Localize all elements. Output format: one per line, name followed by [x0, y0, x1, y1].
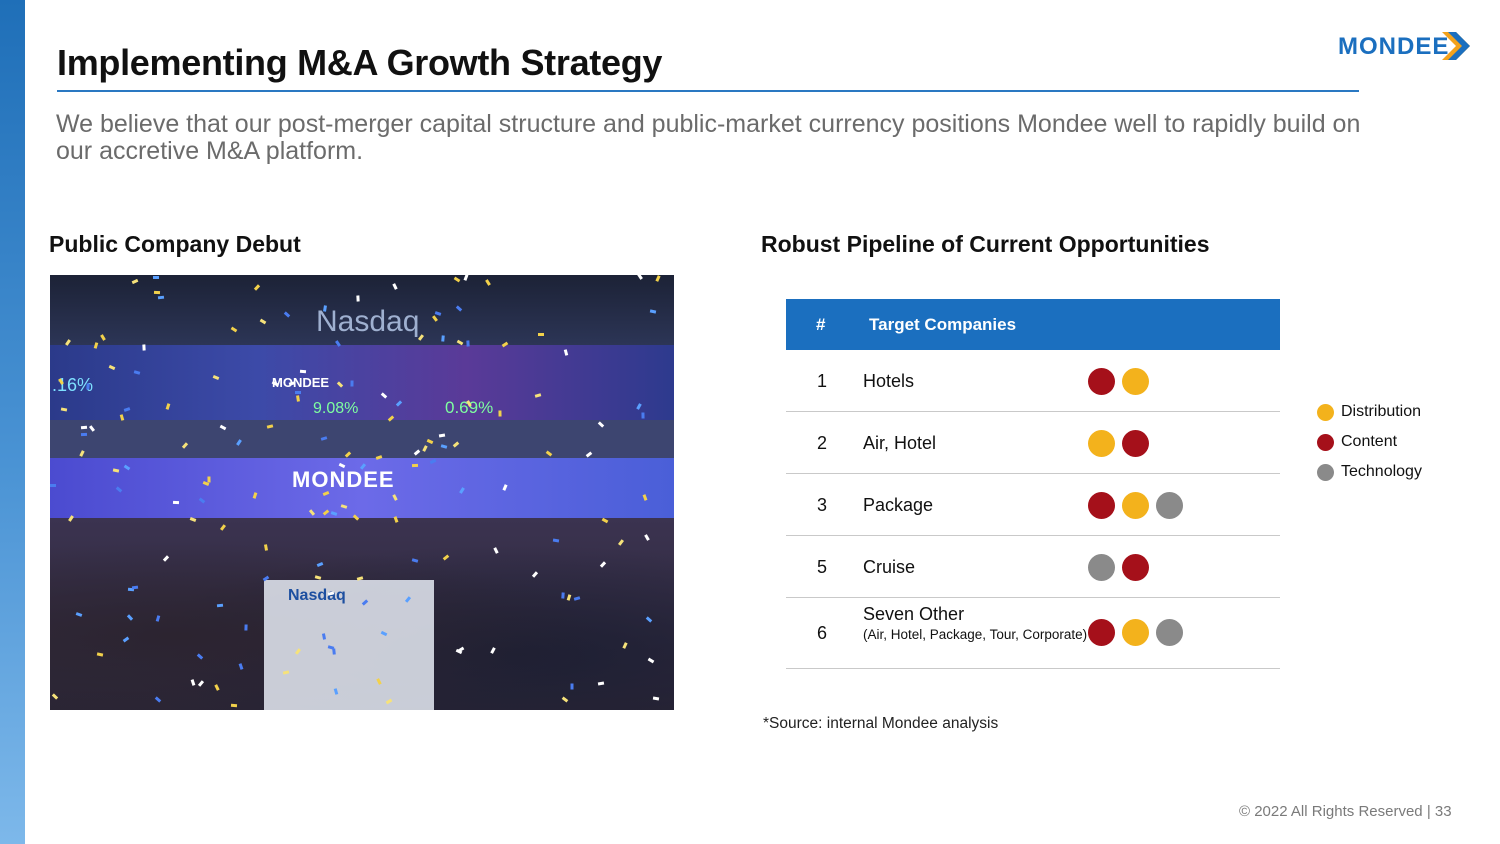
legend-label: Technology — [1341, 463, 1422, 480]
row-number: 1 — [817, 371, 828, 391]
table-row: 3 Package — [786, 474, 1280, 536]
header-target-companies: Target Companies — [869, 315, 1017, 334]
mondee-logo: MONDEE — [1338, 30, 1472, 64]
content-dot — [1088, 619, 1115, 646]
row-target-label: Hotels — [863, 371, 915, 391]
page-title: Implementing M&A Growth Strategy — [57, 42, 663, 83]
row-target-detail: (Air, Hotel, Package, Tour, Corporate) — [863, 627, 1088, 642]
source-note: *Source: internal Mondee analysis — [763, 715, 999, 732]
row-number: 3 — [817, 495, 828, 515]
row-target-name: Package — [863, 495, 933, 516]
table-row: 2 Air, Hotel — [786, 412, 1280, 474]
row-category-dots — [1088, 554, 1149, 581]
technology-dot — [1156, 492, 1183, 519]
row-category-dots — [1088, 430, 1149, 457]
legend-item-technology: Technology — [1317, 457, 1422, 487]
row-target-name: Seven Other (Air, Hotel, Package, Tour, C… — [863, 604, 1087, 643]
technology-dot — [1088, 554, 1115, 581]
row-target-label: Package — [863, 495, 934, 515]
legend-item-distribution: Distribution — [1317, 397, 1422, 427]
content-swatch — [1317, 433, 1334, 451]
row-number: 2 — [817, 433, 828, 453]
content-dot — [1122, 430, 1149, 457]
row-target-label: Seven Other — [863, 604, 965, 624]
footer: © 2022 All Rights Reserved | 33 — [1239, 803, 1452, 820]
legend-item-content: Content — [1317, 427, 1422, 457]
title-divider — [57, 90, 1359, 92]
row-target-name: Hotels — [863, 371, 914, 392]
photo-mondee-sign: MONDEE — [292, 467, 395, 492]
row-category-dots — [1088, 619, 1183, 646]
distribution-swatch — [1317, 403, 1334, 421]
public-debut-heading: Public Company Debut — [49, 231, 301, 257]
row-target-label: Cruise — [863, 557, 916, 577]
photo-nasdaq-sign: Nasdaq — [316, 305, 420, 338]
table-row: 1 Hotels — [786, 350, 1280, 412]
legend-label: Content — [1341, 433, 1398, 450]
logo-wordmark: MONDEE — [1338, 33, 1450, 60]
technology-swatch — [1317, 463, 1334, 481]
row-category-dots — [1088, 368, 1149, 395]
distribution-dot — [1122, 492, 1149, 519]
photo-dji-pct: 0.69% — [445, 398, 494, 417]
pipeline-heading: Robust Pipeline of Current Opportunities — [761, 231, 1210, 257]
photo-podium-text: Nasdaq — [288, 587, 346, 604]
page-subtitle: We believe that our post-merger capital … — [56, 110, 1361, 165]
photo-ticker-mondee: MONDEE — [272, 375, 330, 390]
table-body: 1 Hotels 2 Air, Hotel 3 Package 5 Cruise 6 Seven … — [786, 350, 1280, 669]
row-target-name: Cruise — [863, 557, 915, 578]
side-accent-bar — [0, 0, 25, 844]
table-header: # Target Companies — [786, 299, 1280, 350]
content-dot — [1088, 368, 1115, 395]
header-num: # — [816, 315, 826, 334]
row-target-name: Air, Hotel — [863, 433, 936, 454]
distribution-dot — [1088, 430, 1115, 457]
distribution-dot — [1122, 619, 1149, 646]
content-dot — [1088, 492, 1115, 519]
nasdaq-debut-photo: Nasdaq MONDEE .16% 9.08% 0.69% MONDEE Na… — [50, 275, 674, 710]
legend: Distribution Content Technology — [1317, 397, 1422, 487]
legend-label: Distribution — [1341, 403, 1422, 420]
content-dot — [1122, 554, 1149, 581]
target-companies-table: # Target Companies 1 Hotels 2 Air, Hotel 3 Pa… — [786, 299, 1280, 669]
table-row: 5 Cruise — [786, 536, 1280, 598]
row-number: 5 — [817, 557, 828, 577]
row-target-label: Air, Hotel — [863, 433, 937, 453]
row-number: 6 — [817, 623, 828, 643]
logo-arrow-icon — [1442, 32, 1470, 60]
row-category-dots — [1088, 492, 1183, 519]
technology-dot — [1156, 619, 1183, 646]
table-row: 6 Seven Other (Air, Hotel, Package, Tour, … — [786, 598, 1280, 669]
distribution-dot — [1122, 368, 1149, 395]
photo-mond-pct: 9.08% — [313, 400, 359, 417]
